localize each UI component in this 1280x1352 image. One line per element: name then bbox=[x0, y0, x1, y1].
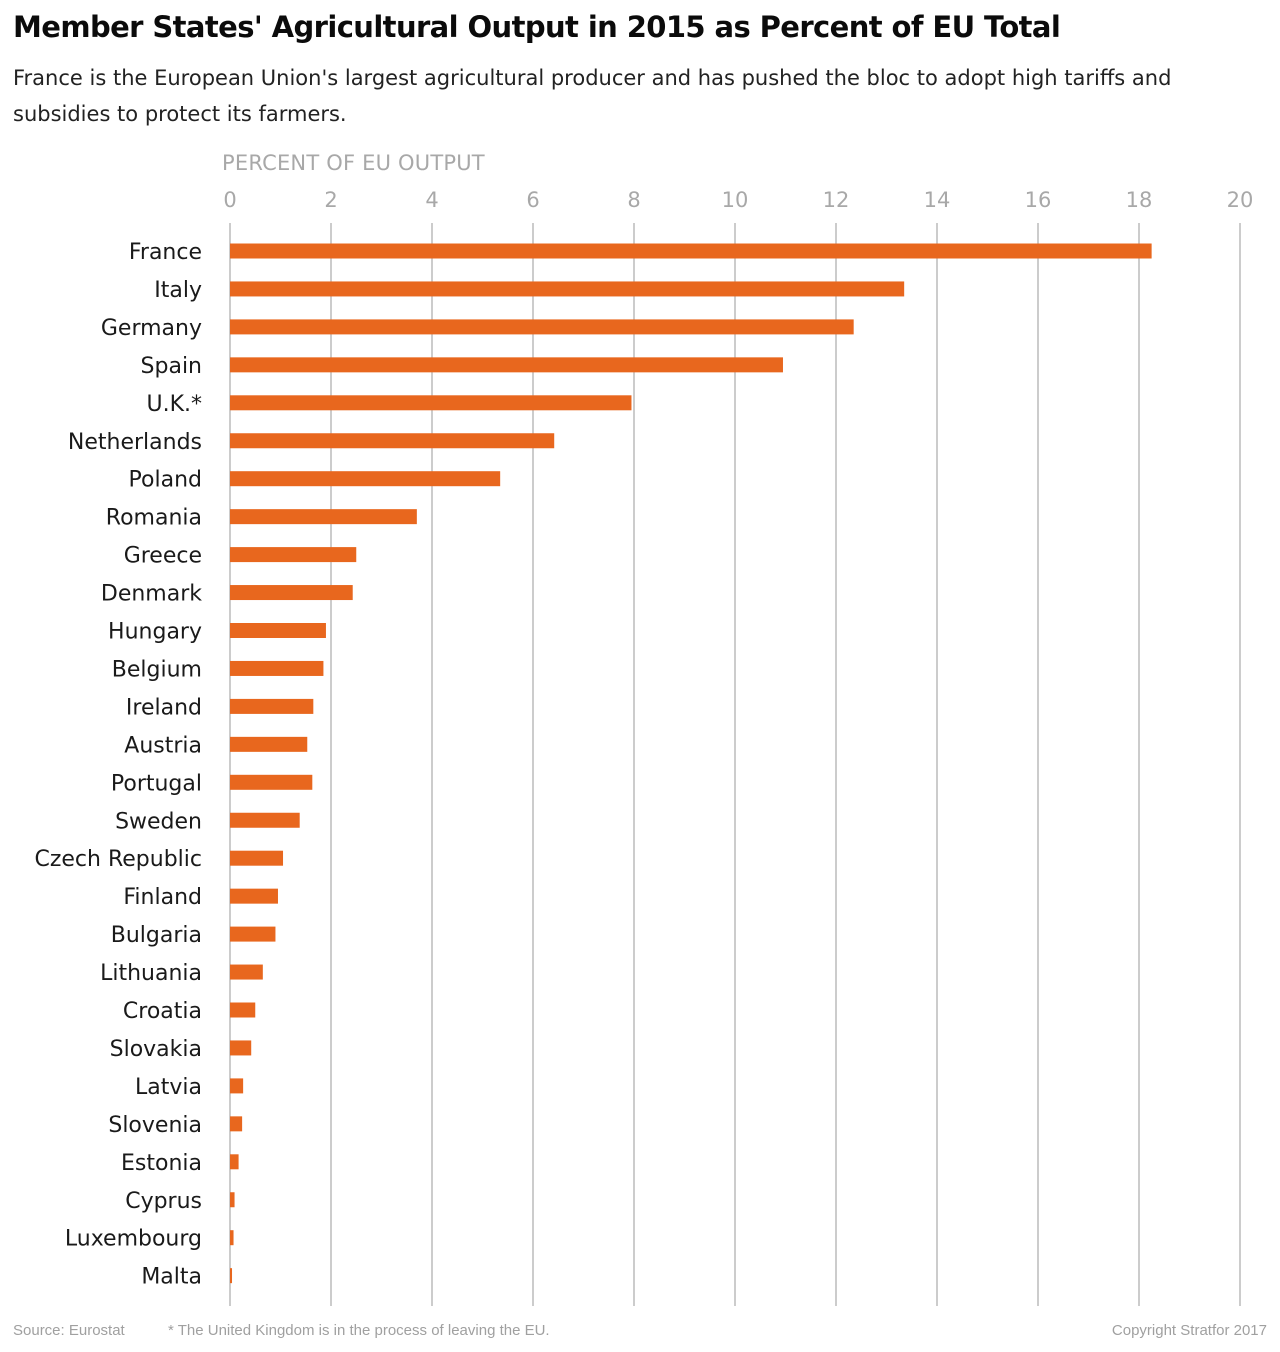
bar bbox=[230, 812, 300, 828]
category-label: Bulgaria bbox=[111, 923, 202, 948]
category-label: Greece bbox=[124, 544, 202, 569]
bar bbox=[230, 281, 905, 297]
category-label: Cyprus bbox=[125, 1189, 202, 1214]
category-label: Poland bbox=[129, 468, 202, 493]
category-label: Finland bbox=[123, 885, 202, 910]
category-label: Lithuania bbox=[100, 961, 202, 986]
x-tick-label: 10 bbox=[722, 188, 749, 212]
category-label: Czech Republic bbox=[34, 847, 202, 872]
category-label: Luxembourg bbox=[65, 1227, 202, 1252]
chart-title: Member States' Agricultural Output in 20… bbox=[13, 10, 1061, 44]
x-tick-label: 16 bbox=[1025, 188, 1052, 212]
x-tick-label: 2 bbox=[324, 188, 337, 212]
category-label: Sweden bbox=[115, 809, 202, 834]
x-tick-label: 18 bbox=[1126, 188, 1153, 212]
x-tick-label: 6 bbox=[526, 188, 539, 212]
bar bbox=[230, 433, 555, 449]
x-tick-label: 20 bbox=[1227, 188, 1254, 212]
category-label: Germany bbox=[101, 316, 202, 341]
bar bbox=[230, 1040, 252, 1056]
category-label: Slovakia bbox=[110, 1037, 202, 1062]
uk-footnote: * The United Kingdom is in the process o… bbox=[168, 1322, 550, 1339]
bar bbox=[230, 850, 284, 866]
bar bbox=[230, 736, 308, 752]
category-label: Hungary bbox=[108, 620, 202, 645]
gridlines bbox=[229, 223, 1241, 1306]
category-label: Latvia bbox=[135, 1075, 202, 1100]
category-label: Portugal bbox=[111, 771, 202, 796]
bar bbox=[230, 547, 357, 563]
bar bbox=[230, 471, 501, 487]
category-label: Estonia bbox=[121, 1151, 202, 1176]
x-axis-title: PERCENT OF EU OUTPUT bbox=[222, 151, 485, 175]
x-tick-label: 14 bbox=[924, 188, 951, 212]
bar bbox=[230, 1230, 234, 1246]
x-tick-labels: 0 2 4 6 8 10 12 14 16 18 20 bbox=[223, 188, 1253, 212]
x-tick-label: 0 bbox=[223, 188, 236, 212]
bar bbox=[230, 357, 783, 373]
category-label: Netherlands bbox=[68, 430, 202, 455]
category-label: Slovenia bbox=[108, 1113, 202, 1138]
category-label: Denmark bbox=[101, 582, 202, 607]
category-label: France bbox=[129, 240, 202, 265]
chart-subtitle: France is the European Union's largest a… bbox=[13, 66, 1172, 126]
category-label: Ireland bbox=[126, 695, 202, 720]
bar bbox=[230, 319, 854, 335]
bar bbox=[230, 1116, 243, 1132]
category-label: Belgium bbox=[112, 657, 202, 682]
category-label: Croatia bbox=[123, 999, 202, 1024]
bar bbox=[230, 1078, 244, 1094]
bar bbox=[230, 395, 632, 411]
bar bbox=[230, 509, 417, 525]
bar bbox=[230, 1154, 239, 1170]
bar bbox=[230, 623, 326, 638]
x-tick-label: 4 bbox=[425, 188, 438, 212]
bar bbox=[230, 660, 324, 676]
bars bbox=[230, 243, 1152, 1284]
category-label: Romania bbox=[106, 506, 202, 531]
x-tick-label: 8 bbox=[627, 188, 640, 212]
bar bbox=[230, 1268, 233, 1284]
category-labels: France Italy Germany Spain U.K.* Netherlands P… bbox=[34, 240, 202, 1290]
bar bbox=[230, 964, 263, 980]
category-label: Spain bbox=[141, 354, 202, 379]
category-label: U.K.* bbox=[146, 392, 202, 417]
source-note: Source: Eurostat bbox=[13, 1322, 125, 1339]
copyright-note: Copyright Stratfor 2017 bbox=[1111, 1322, 1267, 1339]
bar bbox=[230, 926, 276, 942]
bar bbox=[230, 1002, 256, 1018]
bar bbox=[230, 1192, 235, 1208]
bar bbox=[230, 698, 314, 714]
bar bbox=[230, 243, 1152, 259]
x-tick-label: 12 bbox=[823, 188, 850, 212]
category-label: Malta bbox=[141, 1265, 202, 1290]
category-label: Austria bbox=[124, 733, 202, 758]
bar bbox=[230, 585, 353, 601]
bar bbox=[230, 888, 278, 904]
category-label: Italy bbox=[154, 278, 202, 303]
bar bbox=[230, 774, 313, 790]
